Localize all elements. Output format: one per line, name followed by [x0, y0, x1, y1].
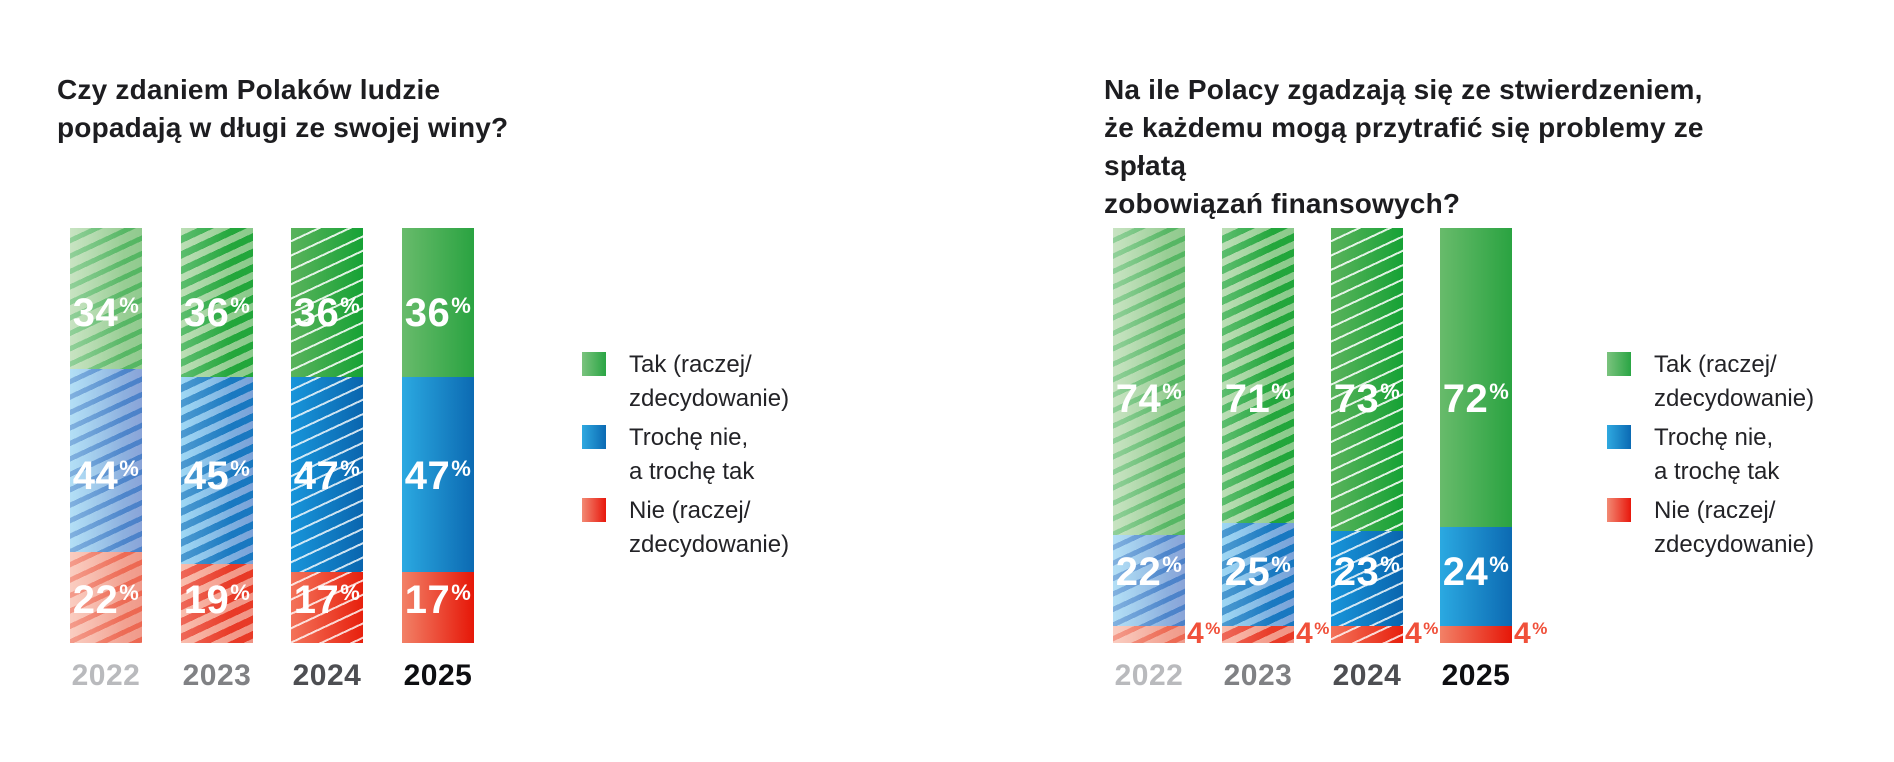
segment-nie-2025 [402, 572, 474, 643]
legend-swatch-blue-icon [582, 425, 606, 449]
value-label: 47% [404, 454, 472, 498]
segment-troche-2023 [181, 377, 253, 565]
legend-label: Tak (raczej/ zdecydowanie) [629, 351, 790, 412]
value-label: 36% [183, 291, 251, 335]
value-label: 72% [1442, 377, 1510, 421]
legend-label: Tak (raczej/ zdecydowanie) [1654, 351, 1815, 412]
legend-swatch-red-icon [1607, 498, 1631, 522]
segment-tak-2024 [1331, 228, 1403, 531]
value-label-outside: 4% [1405, 617, 1439, 650]
segment-troche-2024 [1331, 530, 1403, 627]
value-label: 23% [1333, 550, 1401, 594]
segment-tak-2024 [291, 228, 363, 378]
segment-nie-2024 [291, 572, 363, 643]
axis-label-2024: 2024 [1332, 659, 1402, 692]
segment-nie-2024 [1331, 626, 1403, 643]
bar-2024: 73% 23% 4% [1331, 228, 1438, 649]
axis-label-2022: 2022 [1114, 659, 1184, 692]
bar-2025: 36% 47% 17% [402, 228, 474, 643]
legend-swatch-blue-icon [1607, 425, 1631, 449]
segment-nie-2023 [181, 564, 253, 643]
legend-label: Trochę nie, a trochę tak [629, 424, 755, 485]
value-label: 44% [72, 454, 140, 498]
segment-troche-2022 [1113, 535, 1185, 627]
legend-label: Nie (raczej/ zdecydowanie) [1654, 497, 1815, 558]
value-label: 47% [293, 454, 361, 498]
value-label: 71% [1224, 377, 1292, 421]
axis-label-2023: 2023 [182, 659, 252, 692]
segment-nie-2023 [1222, 626, 1294, 643]
segment-tak-2025 [1440, 228, 1512, 527]
segment-troche-2024 [291, 377, 363, 573]
legend-item-nie: Nie (raczej/ zdecydowanie) [582, 494, 789, 562]
legend-swatch-green-icon [582, 352, 606, 376]
value-label: 25% [1224, 550, 1292, 594]
segment-troche-2025 [1440, 526, 1512, 627]
value-label-outside: 4% [1187, 617, 1221, 650]
segment-tak-2023 [1222, 228, 1294, 523]
value-label: 36% [404, 291, 472, 335]
bar-2023: 71% 25% 4% [1222, 228, 1329, 649]
value-label: 74% [1115, 377, 1183, 421]
legend-item-troche: Trochę nie, a trochę tak [582, 421, 789, 489]
segment-troche-2025 [402, 377, 474, 573]
segment-troche-2022 [70, 369, 142, 552]
value-label: 17% [293, 578, 361, 622]
segment-tak-2025 [402, 228, 474, 378]
segment-nie-2022 [1113, 626, 1185, 643]
legend-right: Tak (raczej/ zdecydowanie) Trochę nie, a… [1607, 348, 1814, 567]
legend-item-tak: Tak (raczej/ zdecydowanie) [582, 348, 789, 416]
value-label: 36% [293, 291, 361, 335]
chart-title-left: Czy zdaniem Polaków ludzie popadają w dł… [57, 74, 509, 144]
value-label: 19% [183, 578, 251, 622]
axis-label-2023: 2023 [1223, 659, 1293, 692]
axis-label-2022: 2022 [71, 659, 141, 692]
axis-label-2025: 2025 [1441, 659, 1511, 692]
legend-item-nie: Nie (raczej/ zdecydowanie) [1607, 494, 1814, 562]
bar-2022: 34% 44% 22% [70, 228, 142, 643]
legend-item-tak: Tak (raczej/ zdecydowanie) [1607, 348, 1814, 416]
value-label-outside: 4% [1514, 617, 1548, 650]
axis-label-2024: 2024 [292, 659, 362, 692]
value-label: 22% [1115, 550, 1183, 594]
value-label-outside: 4% [1296, 617, 1330, 650]
legend-swatch-red-icon [582, 498, 606, 522]
bar-2022: 74% 22% 4% [1113, 228, 1220, 649]
segment-troche-2023 [1222, 522, 1294, 627]
value-label: 45% [183, 454, 251, 498]
chart-title-right: Na ile Polacy zgadzają się ze stwierdzen… [1104, 74, 1704, 220]
bar-2023: 36% 45% 19% [181, 228, 253, 643]
segment-tak-2023 [181, 228, 253, 378]
axis-label-2025: 2025 [403, 659, 473, 692]
value-label: 24% [1442, 550, 1510, 594]
segment-nie-2022 [70, 551, 142, 643]
legend-item-troche: Trochę nie, a trochę tak [1607, 421, 1814, 489]
bar-2025: 72% 24% 4% [1440, 228, 1547, 649]
legend-swatch-green-icon [1607, 352, 1631, 376]
segment-nie-2025 [1440, 626, 1512, 643]
bar-2024: 36% 47% 17% [291, 228, 363, 643]
legend-label: Trochę nie, a trochę tak [1654, 424, 1780, 485]
value-label: 22% [72, 578, 140, 622]
value-label: 73% [1333, 377, 1401, 421]
segment-tak-2022 [1113, 228, 1185, 536]
legend-label: Nie (raczej/ zdecydowanie) [629, 497, 790, 558]
legend-left: Tak (raczej/ zdecydowanie) Trochę nie, a… [582, 348, 789, 567]
value-label: 17% [404, 578, 472, 622]
value-label: 34% [72, 291, 140, 335]
segment-tak-2022 [70, 228, 142, 370]
